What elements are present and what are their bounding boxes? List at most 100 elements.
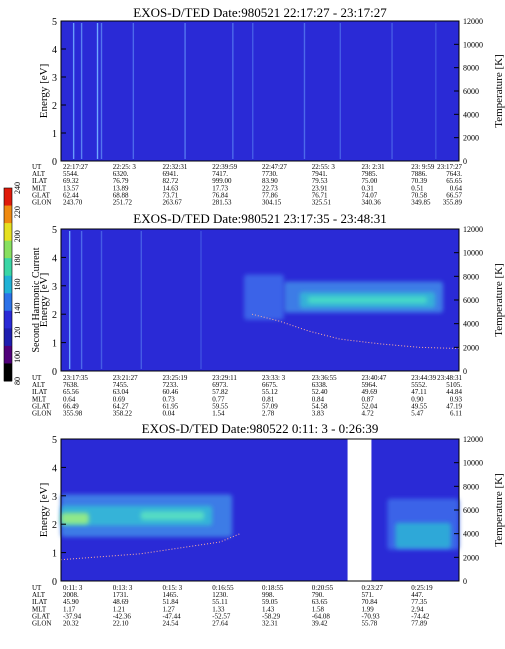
orbit-cell: 0:15: 3 bbox=[163, 584, 183, 592]
spike-streak bbox=[339, 23, 341, 159]
orbit-cell: 251.72 bbox=[113, 199, 133, 207]
orbit-cell: 7941. bbox=[312, 170, 328, 178]
temperature-tick-label: 2000 bbox=[463, 553, 479, 562]
energy-axis-label: Energy [eV] bbox=[38, 483, 50, 537]
orbit-cell: 0.81 bbox=[262, 395, 275, 403]
temperature-tick-label: 8000 bbox=[463, 482, 479, 491]
orbit-cell: 74.07 bbox=[362, 191, 378, 199]
orbit-row-label: MLT bbox=[32, 184, 47, 192]
orbit-cell: 23: 9:59 bbox=[411, 163, 435, 171]
energy-axis-label: Energy [eV] bbox=[38, 64, 50, 118]
orbit-cell: 66.57 bbox=[446, 191, 462, 199]
orbit-cell: 69.32 bbox=[63, 177, 79, 185]
spectrogram-background bbox=[61, 21, 459, 161]
orbit-row-label: ALT bbox=[32, 170, 46, 178]
spike-streak bbox=[68, 231, 71, 369]
orbit-cell: 0:25:19 bbox=[411, 584, 433, 592]
orbit-cell: -64.08 bbox=[312, 612, 331, 620]
orbit-cell: 22.10 bbox=[113, 620, 129, 628]
orbit-cell: 22:32:31 bbox=[163, 163, 188, 171]
temperature-tick-label: 12000 bbox=[463, 17, 483, 26]
orbit-cell: 52.04 bbox=[362, 402, 378, 410]
orbit-cell: 7638. bbox=[63, 381, 79, 389]
temperature-tick-label: 2000 bbox=[463, 134, 479, 143]
orbit-cell: 23.91 bbox=[312, 184, 328, 192]
panel-title: EXOS-D/TED Date:980522 0:11: 3 - 0:26:39 bbox=[142, 421, 379, 436]
orbit-cell: 7985. bbox=[362, 170, 378, 178]
orbit-cell: 23:17:27 bbox=[437, 163, 462, 171]
orbit-cell: 349.85 bbox=[411, 199, 431, 207]
orbit-row-label: GLAT bbox=[32, 402, 51, 410]
orbit-cell: 0.87 bbox=[362, 395, 375, 403]
temperature-tick-label: 8000 bbox=[463, 64, 479, 73]
orbit-cell: 23:25:19 bbox=[163, 374, 188, 382]
orbit-cell: 55.11 bbox=[212, 598, 228, 606]
orbit-cell: 55.78 bbox=[362, 620, 378, 628]
orbit-cell: 7233. bbox=[163, 381, 179, 389]
orbit-cell: 7730. bbox=[262, 170, 278, 178]
spike-streak bbox=[184, 23, 186, 159]
temperature-tick-label: 4000 bbox=[463, 530, 479, 539]
energy-tick-label: 1 bbox=[52, 549, 57, 560]
orbit-row-label: UT bbox=[32, 374, 42, 382]
orbit-cell: 0.04 bbox=[163, 410, 176, 418]
spike-streak bbox=[303, 23, 306, 159]
orbit-row-label: ALT bbox=[32, 591, 46, 599]
orbit-cell: 24.54 bbox=[163, 620, 179, 628]
energy-tick-label: 2 bbox=[52, 310, 57, 321]
orbit-cell: 0:11: 3 bbox=[63, 584, 83, 592]
orbit-cell: 22:55: 3 bbox=[312, 163, 336, 171]
orbit-cell: 0.84 bbox=[312, 395, 325, 403]
orbit-row-label: UT bbox=[32, 163, 42, 171]
plasma-band bbox=[244, 274, 284, 320]
colorbar-swatch bbox=[4, 240, 12, 259]
orbit-cell: 7417. bbox=[212, 170, 228, 178]
orbit-cell: 52.40 bbox=[312, 388, 328, 396]
temperature-tick-label: 10000 bbox=[463, 249, 483, 258]
energy-tick-label: 4 bbox=[52, 45, 57, 56]
orbit-cell: 2008. bbox=[63, 591, 79, 599]
orbit-row-label: ILAT bbox=[32, 177, 48, 185]
energy-tick-label: 3 bbox=[52, 492, 57, 503]
colorbar-tick-label: 220 bbox=[13, 206, 22, 218]
orbit-cell: 7886. bbox=[411, 170, 427, 178]
panel-title: EXOS-D/TED Date:980521 22:17:27 - 23:17:… bbox=[133, 5, 387, 20]
temperature-axis-label: Temperature [K] bbox=[493, 473, 505, 546]
temperature-tick-label: 12000 bbox=[463, 435, 483, 444]
orbit-cell: 23: 2:31 bbox=[362, 163, 386, 171]
orbit-cell: 68.88 bbox=[113, 191, 129, 199]
temperature-tick-label: 8000 bbox=[463, 272, 479, 281]
panel-2: EXOS-D/TED Date:980521 23:17:35 - 23:48:… bbox=[32, 211, 505, 418]
orbit-cell: 0:20:55 bbox=[312, 584, 334, 592]
orbit-cell: 23:33: 3 bbox=[262, 374, 286, 382]
orbit-cell: -70.93 bbox=[362, 612, 381, 620]
orbit-cell: 76.84 bbox=[212, 191, 228, 199]
energy-tick-label: 3 bbox=[52, 282, 57, 293]
orbit-cell: 243.70 bbox=[63, 199, 83, 207]
orbit-cell: 77.86 bbox=[262, 191, 278, 199]
orbit-cell: 6941. bbox=[163, 170, 179, 178]
colorbar-tick-label: 80 bbox=[13, 377, 22, 385]
energy-tick-label: 5 bbox=[52, 17, 57, 28]
orbit-cell: 51.84 bbox=[163, 598, 179, 606]
orbit-cell: 59.05 bbox=[262, 598, 278, 606]
orbit-cell: -58.29 bbox=[262, 612, 281, 620]
orbit-cell: 54.58 bbox=[312, 402, 328, 410]
orbit-cell: 1.99 bbox=[362, 605, 375, 613]
orbit-cell: 5.47 bbox=[411, 410, 424, 418]
orbit-row-label: ILAT bbox=[32, 598, 48, 606]
energy-tick-label: 5 bbox=[52, 225, 57, 236]
orbit-cell: 75.00 bbox=[362, 177, 378, 185]
orbit-cell: 5544. bbox=[63, 170, 79, 178]
temperature-tick-label: 12000 bbox=[463, 225, 483, 234]
orbit-cell: 0.69 bbox=[113, 395, 126, 403]
orbit-cell: 1230. bbox=[212, 591, 228, 599]
data-gap bbox=[347, 439, 372, 581]
plasma-band bbox=[307, 296, 428, 304]
orbit-cell: 3.83 bbox=[312, 410, 325, 418]
orbit-cell: 1.21 bbox=[113, 605, 126, 613]
orbit-cell: 23:48:31 bbox=[437, 374, 462, 382]
orbit-cell: 32.31 bbox=[262, 620, 278, 628]
orbit-cell: 82.72 bbox=[163, 177, 179, 185]
orbit-cell: 62.44 bbox=[63, 191, 79, 199]
